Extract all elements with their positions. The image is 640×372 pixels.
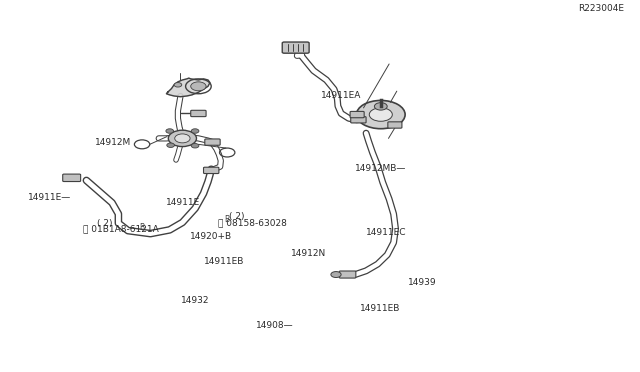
Text: ( 2): ( 2)	[229, 212, 244, 221]
Text: R223004E: R223004E	[578, 4, 624, 13]
Circle shape	[191, 144, 199, 148]
Circle shape	[331, 272, 341, 278]
Text: Ⓑ 08158-63028: Ⓑ 08158-63028	[218, 218, 287, 227]
FancyBboxPatch shape	[388, 122, 402, 128]
FancyBboxPatch shape	[63, 174, 81, 182]
Text: 14939: 14939	[408, 278, 437, 287]
Text: B: B	[225, 215, 230, 224]
Text: 14912M: 14912M	[95, 138, 131, 147]
FancyBboxPatch shape	[282, 42, 309, 53]
FancyBboxPatch shape	[351, 117, 366, 123]
Circle shape	[168, 130, 196, 147]
Circle shape	[369, 108, 392, 121]
Text: 14911E—: 14911E—	[28, 193, 72, 202]
Text: B: B	[140, 223, 145, 232]
Circle shape	[174, 83, 182, 87]
Text: ( 2): ( 2)	[97, 219, 113, 228]
Text: 14911EB: 14911EB	[360, 304, 400, 312]
Circle shape	[167, 143, 175, 147]
Text: 14911EA: 14911EA	[321, 92, 362, 100]
Circle shape	[191, 82, 206, 91]
Circle shape	[175, 134, 190, 143]
Text: 14920+B: 14920+B	[190, 232, 232, 241]
Circle shape	[191, 129, 199, 133]
Polygon shape	[166, 78, 210, 97]
Text: 14911E: 14911E	[166, 198, 201, 207]
Text: 14912N: 14912N	[291, 249, 326, 258]
FancyBboxPatch shape	[191, 110, 206, 117]
Text: 14911EB: 14911EB	[204, 257, 244, 266]
Circle shape	[356, 100, 405, 129]
Text: 14908—: 14908—	[256, 321, 294, 330]
Text: 14912MB—: 14912MB—	[355, 164, 406, 173]
FancyBboxPatch shape	[350, 112, 364, 118]
Circle shape	[374, 103, 387, 110]
FancyBboxPatch shape	[205, 139, 220, 145]
Text: Ⓑ 01B1A8-6121A: Ⓑ 01B1A8-6121A	[83, 224, 159, 233]
Text: 14932: 14932	[180, 296, 209, 305]
FancyBboxPatch shape	[204, 167, 219, 173]
FancyBboxPatch shape	[339, 271, 356, 278]
Text: 14911EC: 14911EC	[366, 228, 406, 237]
Circle shape	[166, 129, 173, 133]
